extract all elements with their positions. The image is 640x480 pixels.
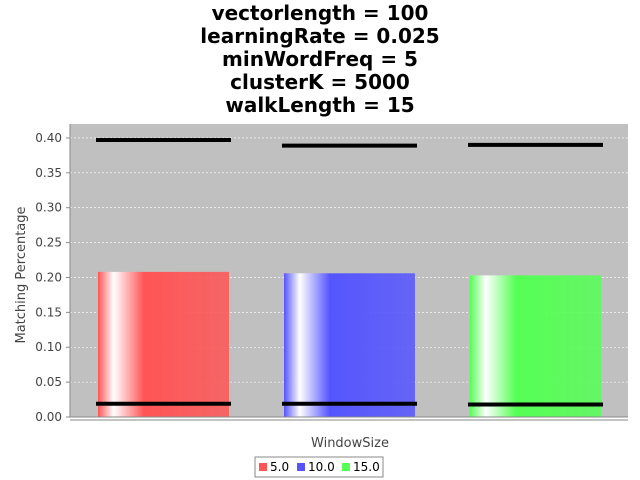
title-line-3: minWordFreq = 5 [222, 47, 418, 71]
legend-swatch-10.0 [297, 463, 305, 471]
legend-swatch-5.0 [259, 463, 267, 471]
bar-15.0 [470, 275, 601, 417]
title-line-4: clusterK = 5000 [230, 70, 410, 94]
legend-box [254, 456, 384, 478]
bars [98, 271, 601, 417]
error-bars [96, 138, 603, 407]
y-axis: 0.00 0.05 0.10 0.15 0.20 0.25 0.30 0.35 0.40 [35, 131, 70, 424]
y-tick-label: 0.35 [35, 166, 62, 180]
y-tick-label: 0.20 [35, 270, 62, 284]
legend-label-5.0: 5.0 [270, 460, 289, 474]
y-tick-label: 0.10 [35, 340, 62, 354]
title-line-5: walkLength = 15 [225, 93, 414, 117]
legend-swatch-15.0 [342, 463, 350, 471]
y-tick-label: 0.40 [35, 131, 62, 145]
bar-10.0 [284, 273, 415, 417]
y-tick-label: 0.05 [35, 375, 62, 389]
chart-title: vectorlength = 100 learningRate = 0.025 … [200, 1, 439, 117]
bar-5.0 [98, 271, 229, 417]
x-axis-label: WindowSize [311, 436, 389, 451]
y-tick-label: 0.25 [35, 236, 62, 250]
legend-label-15.0: 15.0 [353, 460, 380, 474]
y-tick-label: 0.15 [35, 305, 62, 319]
y-tick-label: 0.00 [35, 410, 62, 424]
legend-label-10.0: 10.0 [308, 460, 335, 474]
y-tick-label: 0.30 [35, 201, 62, 215]
y-axis-label: Matching Percentage [14, 206, 29, 343]
title-line-2: learningRate = 0.025 [200, 24, 439, 48]
title-line-1: vectorlength = 100 [212, 1, 429, 25]
legend: 5.0 10.0 15.0 [259, 460, 380, 474]
